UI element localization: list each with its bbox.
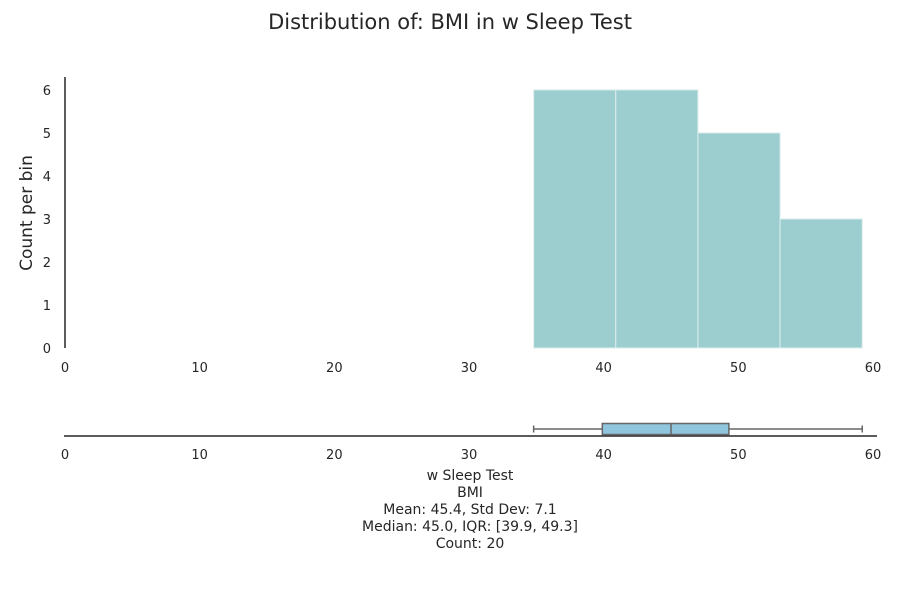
boxplot-x-tick-label: 0 — [61, 448, 69, 463]
y-tick-label: 0 — [43, 342, 51, 357]
boxplot-x-tick-label: 20 — [326, 448, 343, 463]
stats-line: w Sleep Test — [427, 468, 514, 484]
y-tick-label: 5 — [43, 127, 51, 142]
x-tick-label: 40 — [595, 361, 612, 376]
x-tick-label: 20 — [326, 361, 343, 376]
y-tick-label: 2 — [43, 256, 51, 271]
stats-line: Count: 20 — [436, 536, 505, 552]
x-tick-label: 50 — [730, 361, 747, 376]
histogram-bar — [615, 89, 699, 349]
boxplot-x-tick-label: 10 — [191, 448, 208, 463]
boxplot-x-tick-label: 30 — [461, 448, 478, 463]
boxplot-box — [601, 422, 730, 436]
chart-title: Distribution of: BMI in w Sleep Test — [268, 10, 632, 34]
boxplot-axis: 0 10 20 30 40 50 60 — [61, 435, 882, 463]
y-axis-label: Count per bin — [17, 155, 37, 271]
x-tick-label: 0 — [61, 361, 69, 376]
stats-line: Median: 45.0, IQR: [39.9, 49.3] — [362, 519, 578, 535]
histogram-bar — [779, 218, 863, 349]
histogram-bar — [533, 89, 617, 349]
y-tick-label: 1 — [43, 299, 51, 314]
x-tick-label: 60 — [865, 361, 882, 376]
y-tick-label: 4 — [43, 170, 51, 185]
boxplot-x-tick-label: 50 — [730, 448, 747, 463]
stats-line: BMI — [457, 485, 483, 501]
histogram-bars — [533, 89, 863, 349]
x-tick-label: 30 — [461, 361, 478, 376]
stats-line: Mean: 45.4, Std Dev: 7.1 — [383, 502, 556, 518]
y-tick-label: 3 — [43, 213, 51, 228]
boxplot-x-tick-label: 40 — [595, 448, 612, 463]
boxplot-x-tick-label: 60 — [865, 448, 882, 463]
y-tick-label: 6 — [43, 84, 51, 99]
x-tick-label: 10 — [191, 361, 208, 376]
boxplot — [532, 422, 863, 436]
histogram-bar — [697, 132, 781, 349]
